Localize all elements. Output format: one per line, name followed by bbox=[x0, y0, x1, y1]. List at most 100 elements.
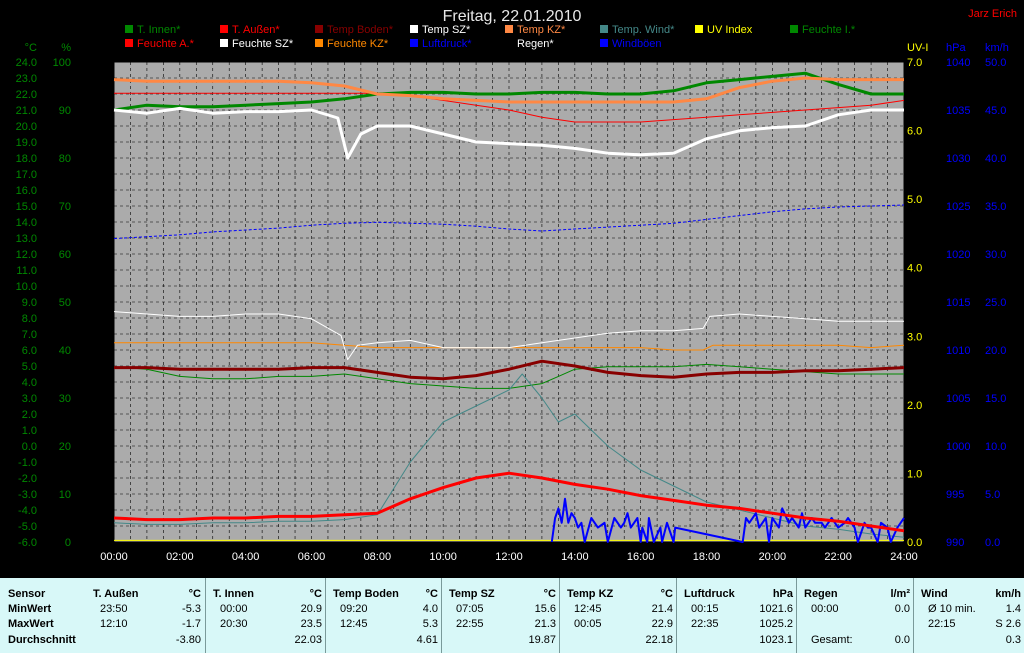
legend-swatch bbox=[790, 25, 798, 33]
legend-label: Regen* bbox=[517, 38, 554, 50]
x-tick-label: 02:00 bbox=[166, 551, 194, 563]
axis-rain-tick: 4.0 bbox=[93, 153, 108, 165]
axis-temp-tick: -2.0 bbox=[18, 473, 37, 485]
legend-swatch bbox=[410, 25, 418, 33]
legend-label: Temp. Wind* bbox=[612, 24, 675, 36]
avg-value: 22.18 bbox=[645, 634, 673, 646]
axis-press-tick: 1000 bbox=[946, 441, 970, 453]
axis-wind-tick: 0.0 bbox=[985, 537, 1000, 549]
avg-value: 1023.1 bbox=[759, 634, 793, 646]
axis-press-tick: 990 bbox=[946, 537, 964, 549]
axis-temp-unit: °C bbox=[25, 42, 37, 54]
axis-hum-tick: 20 bbox=[59, 441, 71, 453]
column-unit: °C bbox=[188, 588, 201, 600]
axis-temp-tick: 8.0 bbox=[22, 313, 37, 325]
avg-value: 4.61 bbox=[416, 634, 438, 646]
axis-rain-tick: 3.0 bbox=[93, 249, 108, 261]
axis-hum-tick: 0 bbox=[65, 537, 71, 549]
max-value: S 2.6 bbox=[995, 618, 1021, 630]
min-time: 12:45 bbox=[574, 603, 602, 615]
axis-rain-tick: 1.0 bbox=[93, 441, 108, 453]
axis-hum-tick: 60 bbox=[59, 249, 71, 261]
axis-wind-tick: 40.0 bbox=[985, 153, 1006, 165]
axis-temp-tick: -3.0 bbox=[18, 489, 37, 501]
column-name: T. Außen bbox=[93, 588, 139, 600]
axis-wind-tick: 10.0 bbox=[985, 441, 1006, 453]
series-line-feuchte-kz bbox=[114, 342, 905, 351]
table-column-temp-boden: Temp Boden °C 09:20 4.0 12:45 5.3 4.61 bbox=[325, 578, 442, 653]
legend-swatch bbox=[600, 39, 608, 47]
column-unit: l/m² bbox=[890, 588, 910, 600]
min-value: 15.6 bbox=[534, 603, 556, 615]
axis-temp-tick: 20.0 bbox=[16, 121, 37, 133]
axis-temp-tick: 2.0 bbox=[22, 409, 37, 421]
x-tick-label: 16:00 bbox=[627, 551, 655, 563]
axis-wind-tick: 25.0 bbox=[985, 297, 1006, 309]
column-unit: °C bbox=[309, 588, 322, 600]
axis-hum-unit: % bbox=[61, 42, 71, 54]
max-time: 22:15 bbox=[928, 618, 956, 630]
axis-uv-tick: 1.0 bbox=[907, 468, 922, 480]
axis-wind-unit: km/h bbox=[985, 42, 1009, 54]
legend-swatch bbox=[600, 25, 608, 33]
column-name: T. Innen bbox=[213, 588, 254, 600]
max-value: -1.7 bbox=[182, 618, 201, 630]
min-value: 1021.6 bbox=[759, 603, 793, 615]
axis-temp-tick: -4.0 bbox=[18, 505, 37, 517]
column-unit: km/h bbox=[995, 588, 1021, 600]
axis-wind-tick: 5.0 bbox=[985, 489, 1000, 501]
axis-uv-tick: 4.0 bbox=[907, 263, 922, 275]
axis-wind-tick: 35.0 bbox=[985, 201, 1006, 213]
legend-swatch bbox=[695, 25, 703, 33]
table-column-t-innen: T. Innen °C 00:00 20.9 20:30 23.5 22.03 bbox=[205, 578, 326, 653]
column-unit: °C bbox=[660, 588, 673, 600]
max-time: 00:05 bbox=[574, 618, 602, 630]
legend-swatch bbox=[505, 25, 513, 33]
axis-hum-tick: 30 bbox=[59, 393, 71, 405]
series-line-temp-sz bbox=[113, 106, 904, 160]
axis-hum-tick: 70 bbox=[59, 201, 71, 213]
chart-svg: Freitag, 22.01.2010 Jarz Erich T. Innen*… bbox=[15, 8, 1017, 563]
min-time: 23:50 bbox=[100, 603, 128, 615]
table-column-wind: Wind km/h Ø 10 min. 1.4 22:15 S 2.6 0.3 bbox=[913, 578, 1024, 653]
min-value: 21.4 bbox=[651, 603, 673, 615]
axis-temp-tick: 4.0 bbox=[22, 377, 37, 389]
max-value: 1025.2 bbox=[759, 618, 793, 630]
column-name: Regen bbox=[804, 588, 838, 600]
axis-temp-tick: 14.0 bbox=[16, 217, 37, 229]
axis-wind-tick: 45.0 bbox=[985, 105, 1006, 117]
min-value: 0.0 bbox=[894, 603, 910, 615]
axis-hum-tick: 10 bbox=[59, 489, 71, 501]
axis-press-tick: 1010 bbox=[946, 345, 970, 357]
row-label-max: MaxWert bbox=[8, 618, 54, 630]
axis-temp-tick: 23.0 bbox=[16, 73, 37, 85]
legend-swatch bbox=[125, 39, 133, 47]
author-label: Jarz Erich bbox=[968, 8, 1017, 20]
table-column-t-au-en: T. Außen °C 23:50 -5.3 12:10 -1.7 -3.80 bbox=[86, 578, 205, 653]
axis-press-tick: 1040 bbox=[946, 57, 970, 69]
max-time: 22:35 bbox=[691, 618, 719, 630]
series-line-t-innen bbox=[113, 71, 904, 112]
axis-temp-tick: 6.0 bbox=[22, 345, 37, 357]
table-column-regen: Regen l/m² 00:00 0.0 Gesamt: 0.0 bbox=[796, 578, 914, 653]
max-time: 12:10 bbox=[100, 618, 128, 630]
axis-rain-tick: 0.0 bbox=[93, 537, 108, 549]
axis-uv-tick: 5.0 bbox=[907, 194, 922, 206]
avg-value: 0.3 bbox=[1005, 634, 1021, 646]
axis-press-tick: 1030 bbox=[946, 153, 970, 165]
axis-press-tick: 1020 bbox=[946, 249, 970, 261]
axis-temp-tick: 21.0 bbox=[16, 105, 37, 117]
x-tick-label: 18:00 bbox=[693, 551, 721, 563]
min-time: 00:00 bbox=[811, 603, 839, 615]
axes: 24.0 23.0 22.0 21.0 20.0 19.0 18.0 17.0 16.0 15.0… bbox=[16, 42, 1009, 563]
axis-rain-unit: l/m² bbox=[90, 42, 109, 54]
axis-temp-tick: 5.0 bbox=[22, 361, 37, 373]
legend-label: Feuchte I.* bbox=[802, 24, 856, 36]
x-tick-label: 08:00 bbox=[364, 551, 392, 563]
min-time: 00:15 bbox=[691, 603, 719, 615]
series-line-feuchte-i bbox=[113, 363, 904, 389]
axis-temp-tick: -6.0 bbox=[18, 537, 37, 549]
axis-uv-tick: 2.0 bbox=[907, 400, 922, 412]
axis-temp-tick: -5.0 bbox=[18, 521, 37, 533]
legend-label: T. Außen* bbox=[232, 24, 280, 36]
